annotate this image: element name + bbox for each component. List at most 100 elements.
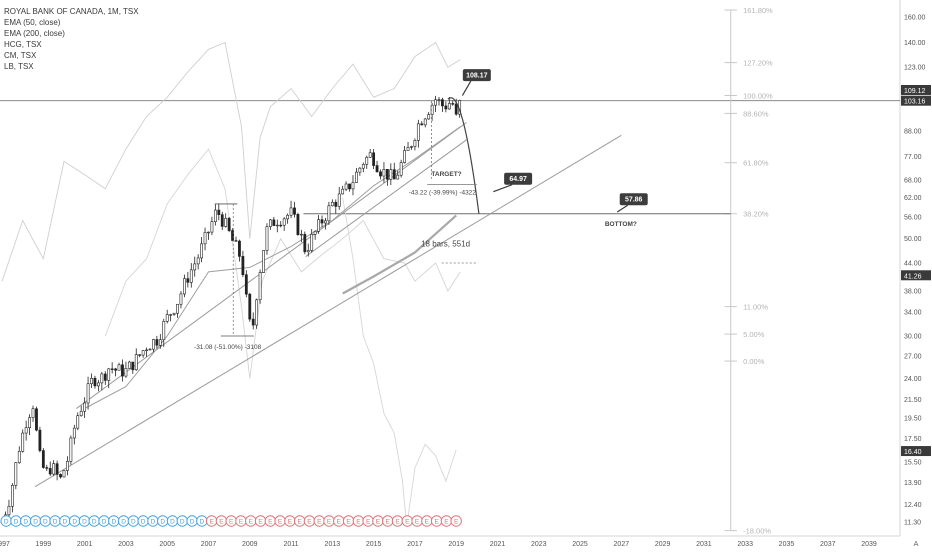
candle-body-17 [59,474,62,478]
candle-body-71 [244,274,248,295]
callout-label-1: 64.97 [509,176,527,183]
price-tag-current: 103.16 [904,99,926,106]
event-marker-label-13: D [131,519,136,526]
y-tick-17: 24.00 [904,376,922,383]
event-marker-label-24: E [239,519,244,526]
candle-body-129 [444,105,448,110]
event-marker-label-11: D [111,519,116,526]
y-tick-16: 27.00 [904,354,922,361]
event-marker-label-10: D [102,519,107,526]
event-marker-label-20: D [199,519,204,526]
fib-label-4: 61.80% [743,159,769,168]
candle-body-124 [427,114,431,120]
event-marker-label-45: E [444,519,449,526]
projection-curve [447,97,480,214]
chart-legend: ROYAL BANK OF CANADA, 1M, TSX EMA (50, c… [4,6,139,72]
candle-body-84 [289,207,293,216]
candle-body-93 [320,219,324,224]
y-tick-13: 38.00 [904,288,922,295]
candle-body-108 [372,152,376,166]
x-tick-11: 2019 [448,541,464,548]
callout-pointer-2 [616,204,629,213]
y-tick-14: 34.00 [904,310,922,317]
candle-body-123 [423,118,427,126]
candle-body-73 [251,318,255,326]
event-marker-label-39: E [386,519,391,526]
candle-body-99 [341,188,345,195]
candle-body-127 [437,99,441,101]
comparison-line-3 [342,197,457,528]
candle-body-116 [399,162,403,176]
fib-label-0: 161.80% [743,6,773,15]
candle-body-32 [110,368,114,370]
event-marker-label-4: D [43,519,48,526]
event-marker-label-37: E [366,519,371,526]
x-tick-15: 2027 [614,541,630,548]
candle-body-81 [279,224,283,227]
candle-body-70 [241,256,245,276]
candle-body-14 [48,468,52,475]
annotation-2: BOTTOM? [605,221,637,228]
candle-body-109 [375,165,379,173]
candle-body-34 [117,364,121,371]
candle-body-100 [344,183,348,190]
y-tick-18: 21.50 [904,397,922,404]
x-tick-13: 2023 [531,541,547,548]
y-tick-0: 160.00 [904,15,926,22]
event-marker-label-0: D [4,519,9,526]
candle-body-20 [69,437,73,462]
price-tag-41-bg [901,270,931,281]
candle-body-58 [200,243,204,259]
candle-body-131 [451,103,455,105]
candle-body-102 [351,182,355,190]
candle-body-48 [165,314,169,322]
candle-body-3 [10,485,14,507]
candle-body-28 [96,382,100,387]
fib-label-6: 11.00% [743,303,768,312]
candle-body-76 [262,250,265,273]
callout-label-0: 108.17 [466,73,488,80]
comparison-line-2 [104,148,461,379]
candle-body-10 [35,408,38,431]
candle-body-11 [38,429,42,451]
event-marker-label-19: D [190,519,195,526]
candle-body-101 [348,183,351,190]
candle-body-92 [317,219,320,232]
x-tick-16: 2029 [655,541,671,548]
x-tick-14: 2025 [572,541,588,548]
event-marker-label-29: E [288,519,293,526]
candle-body-12 [41,450,45,468]
candle-body-41 [141,350,145,356]
candle-body-67 [231,230,234,241]
candle-body-40 [138,354,142,356]
candle-body-18 [62,470,66,478]
candle-body-128 [441,99,444,107]
candle-body-2 [7,505,11,516]
candle-body-47 [162,321,166,341]
candle-body-86 [296,214,300,235]
candle-body-54 [186,278,190,283]
candle-body-112 [385,169,389,180]
candle-body-72 [248,293,252,320]
annotation-0: TARGET? [431,171,461,178]
y-tick-23: 13.90 [904,480,922,487]
callout-box-0 [462,69,491,82]
candle-body-22 [76,415,80,429]
trendline-0 [34,134,622,488]
candle-body-35 [121,364,124,377]
candle-body-89 [306,250,310,253]
candle-body-53 [183,278,186,295]
candle-body-113 [389,169,393,180]
candle-body-83 [286,214,290,220]
candle-body-24 [83,402,87,412]
candle-body-52 [179,293,183,305]
event-marker-label-40: E [395,519,400,526]
event-marker-label-30: E [297,519,302,526]
candle-body-26 [90,377,93,385]
event-marker-label-43: E [425,519,430,526]
candle-body-104 [358,167,362,173]
candle-body-97 [334,201,338,207]
candle-body-51 [176,303,179,314]
